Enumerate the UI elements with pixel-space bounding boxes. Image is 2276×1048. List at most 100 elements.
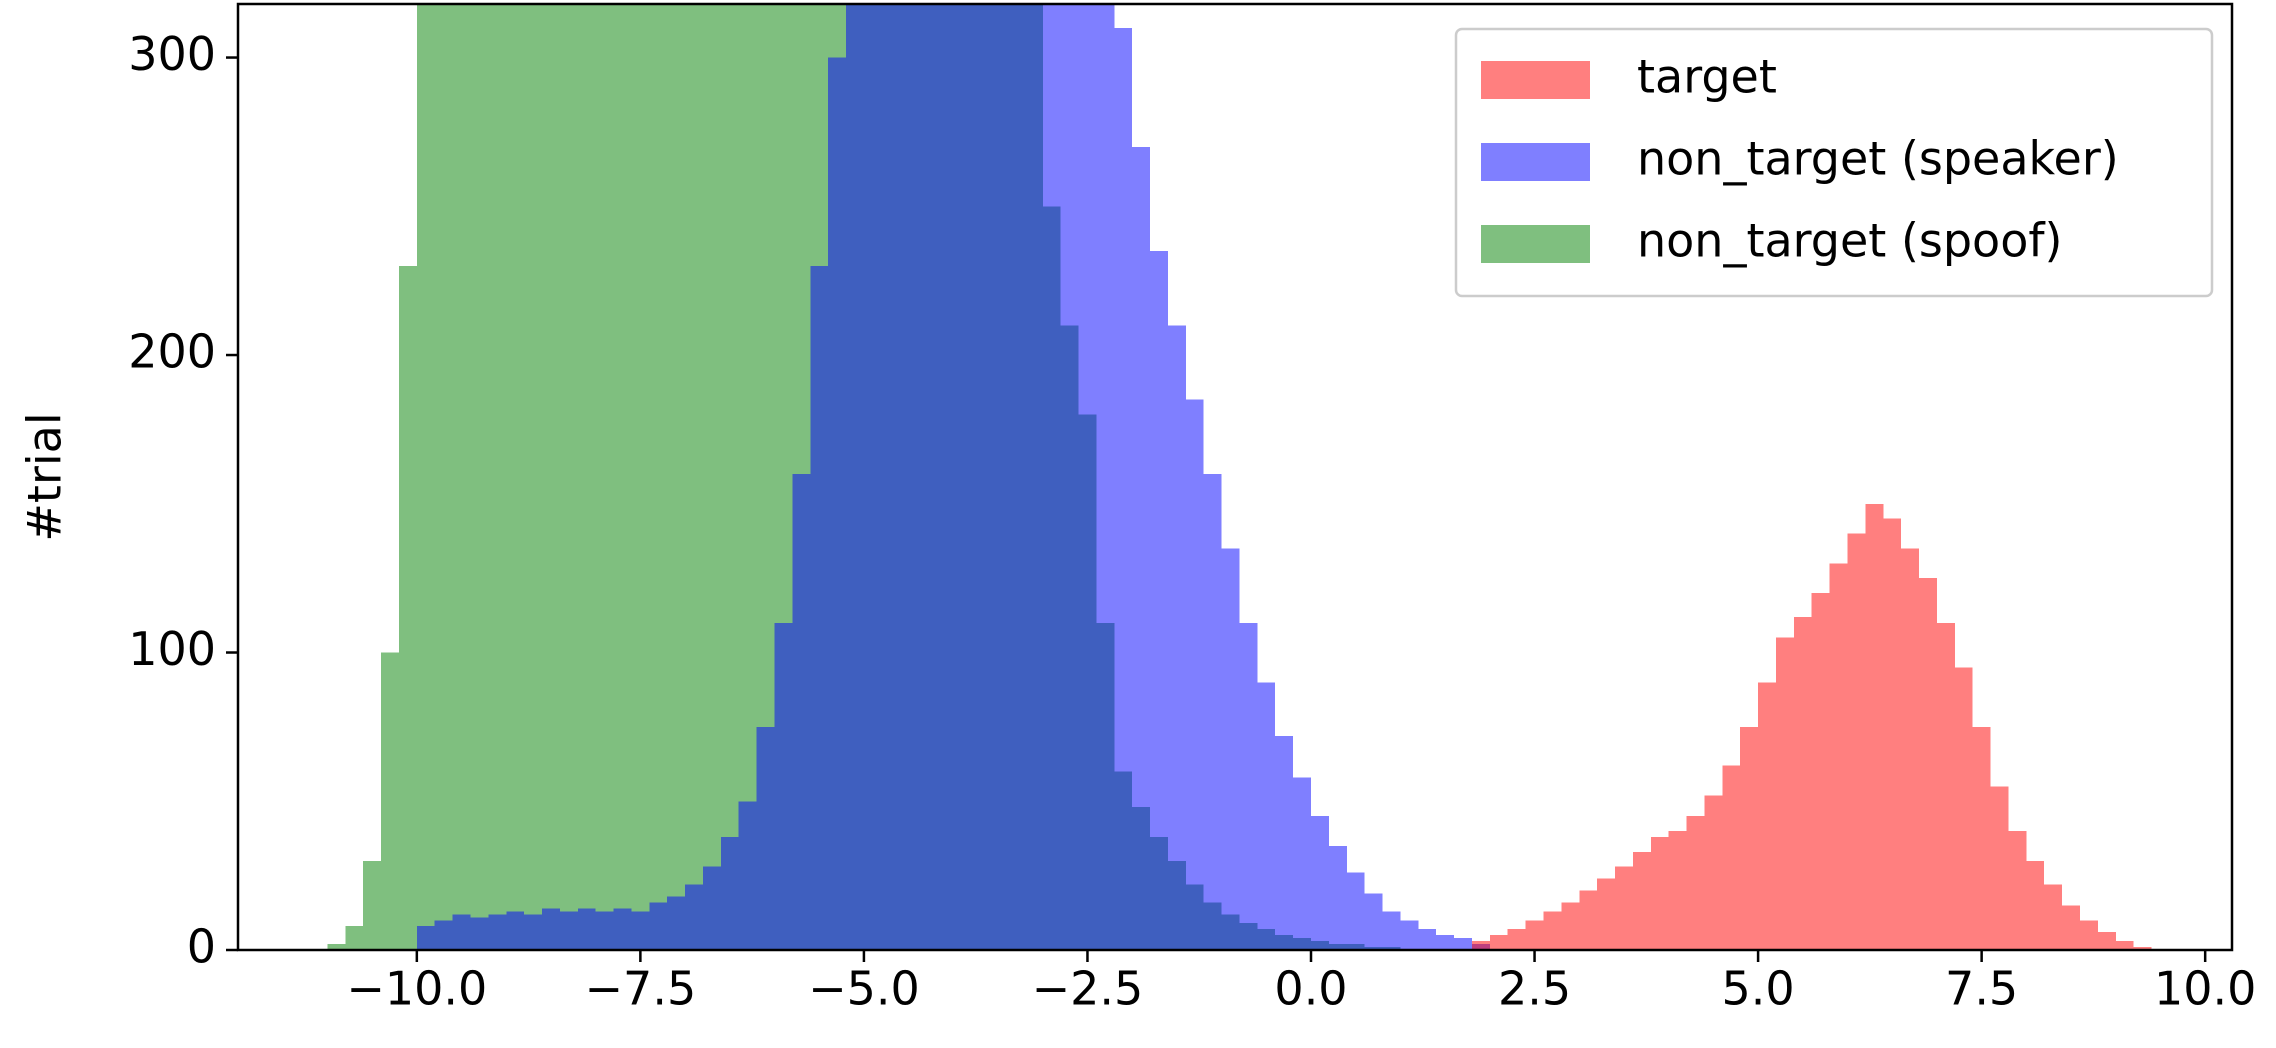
legend-box <box>1454 27 2214 298</box>
histogram-bar <box>1060 4 1079 950</box>
histogram-bar <box>2133 947 2152 950</box>
histogram-bar <box>1740 726 1759 950</box>
histogram-bar <box>1185 399 1204 950</box>
x-tick-label: 10.0 <box>2154 962 2256 1016</box>
histogram-bar <box>756 726 775 950</box>
histogram-bar <box>1936 622 1955 950</box>
histogram-bar <box>524 4 543 950</box>
histogram-bar <box>1615 866 1633 950</box>
histogram-bar <box>863 4 882 950</box>
histogram-bar <box>1239 622 1258 950</box>
histogram-bar <box>2097 932 2116 950</box>
y-tick-label: 200 <box>128 325 216 379</box>
histogram-bar <box>559 911 578 950</box>
histogram-bar <box>828 57 847 950</box>
histogram-bar <box>667 896 686 950</box>
histogram-bar <box>685 884 703 950</box>
histogram-bar <box>649 902 668 950</box>
histogram-bar <box>702 4 721 950</box>
histogram-bar <box>1418 929 1437 950</box>
histogram-bar <box>577 4 596 950</box>
histogram-bar <box>2008 831 2027 950</box>
histogram-bar <box>774 622 793 950</box>
histogram-bar <box>452 4 471 950</box>
y-tick-label: 100 <box>128 622 216 676</box>
histogram-bar <box>1489 935 1508 950</box>
x-tick-label: −2.5 <box>1032 962 1144 1016</box>
histogram-bar <box>1972 726 1991 950</box>
histogram-bar <box>559 4 578 950</box>
histogram-bar <box>2115 941 2134 950</box>
histogram-bar <box>631 911 650 950</box>
x-tick-label: −10.0 <box>346 962 487 1016</box>
histogram-bar <box>2079 920 2098 950</box>
plot-area <box>327 4 2152 950</box>
histogram-bar <box>1042 4 1061 950</box>
histogram-bar <box>1597 878 1616 950</box>
histogram-bar <box>899 4 918 950</box>
histogram-bar <box>953 4 972 950</box>
legend-label: target <box>1637 50 1777 104</box>
histogram-bar <box>1114 27 1133 950</box>
histogram-bar <box>1024 4 1043 950</box>
histogram-bar <box>524 914 543 950</box>
histogram-bar <box>1650 836 1669 950</box>
histogram-bar <box>470 4 489 950</box>
histogram-bar <box>1400 920 1419 950</box>
x-tick-label: −7.5 <box>585 962 697 1016</box>
histogram-bar <box>2026 860 2045 950</box>
histogram-bar <box>792 474 811 950</box>
histogram-bar <box>488 4 507 950</box>
histogram-bar <box>1758 682 1776 950</box>
histogram-bar <box>1257 682 1276 950</box>
histogram-bar <box>738 801 757 950</box>
histogram-bar <box>1668 831 1687 950</box>
histogram-bar <box>1811 593 1830 950</box>
histogram-bar <box>1722 765 1741 950</box>
histogram-bar <box>720 836 739 950</box>
histogram-bar <box>756 4 775 950</box>
histogram-bar <box>1775 637 1794 950</box>
histogram-bar <box>917 4 936 950</box>
histogram-bar <box>738 4 757 950</box>
x-tick-label: 2.5 <box>1498 962 1571 1016</box>
histogram-bar <box>1471 941 1490 950</box>
legend-label: non_target (speaker) <box>1637 132 2119 186</box>
histogram-bar <box>1632 851 1651 950</box>
histogram-bar <box>506 911 525 950</box>
histogram-bar <box>1364 893 1383 950</box>
histogram-bar <box>1901 548 1920 950</box>
histogram-bar <box>1203 474 1222 950</box>
histogram-bar <box>1167 325 1186 950</box>
histogram-bar <box>1686 816 1705 950</box>
histogram-bar <box>1311 816 1329 950</box>
histogram-bar <box>488 914 507 950</box>
histogram-bar <box>577 908 596 950</box>
legend-swatch <box>1481 225 1590 263</box>
histogram-bar <box>2062 905 2080 950</box>
histogram-bar <box>649 4 668 950</box>
histogram-bar <box>1006 4 1025 950</box>
histogram-bar <box>971 4 990 950</box>
x-tick-label: 7.5 <box>1945 962 2018 1016</box>
histogram-bar <box>1346 872 1365 950</box>
histogram-bar <box>345 926 364 950</box>
histogram-bar <box>1561 902 1580 950</box>
histogram-bar <box>416 4 435 950</box>
histogram-bar <box>1579 890 1598 950</box>
histogram-bar <box>452 914 471 950</box>
histogram-bar <box>720 4 739 950</box>
histogram-bar <box>542 4 560 950</box>
histogram-bar <box>1150 250 1168 950</box>
histogram-bar <box>363 860 382 950</box>
histogram-bar <box>1293 777 1312 950</box>
y-axis-label: #trial <box>18 412 72 541</box>
histogram-bar <box>1954 667 1973 950</box>
histogram-bar <box>506 4 525 950</box>
histogram-bar <box>881 4 900 950</box>
histogram-bar <box>702 866 721 950</box>
axes-frame <box>236 2 2234 952</box>
histogram-bar <box>1275 735 1294 950</box>
histogram-bar <box>613 4 632 950</box>
